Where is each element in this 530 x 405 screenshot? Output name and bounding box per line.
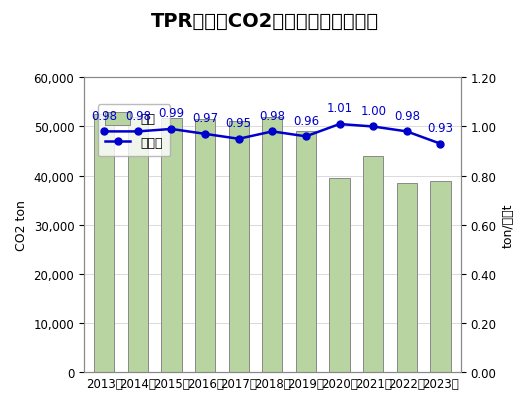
Bar [94,115,114,372]
Bar [296,132,316,372]
Y-axis label: CO2 ton: CO2 ton [15,200,28,251]
Text: 1.00: 1.00 [360,104,386,117]
Bar [397,183,417,372]
Text: 0.96: 0.96 [293,114,319,127]
Bar [430,181,450,372]
Text: 0.99: 0.99 [158,107,184,120]
Text: 1.01: 1.01 [326,102,352,115]
Bar [262,117,282,372]
Text: 0.98: 0.98 [125,109,151,122]
Bar [363,157,383,372]
Legend: 総量, 原単位: 総量, 原単位 [98,105,170,157]
Text: 0.98: 0.98 [394,109,420,122]
Text: 0.97: 0.97 [192,112,218,125]
Bar [161,118,182,372]
Bar [128,117,148,372]
Text: 0.98: 0.98 [91,109,117,122]
Bar [228,121,249,372]
Text: TPR工業のCO2排出量と原単位推移: TPR工業のCO2排出量と原単位推移 [151,12,379,31]
Bar [195,120,215,372]
Text: 0.98: 0.98 [259,109,285,122]
Text: 0.93: 0.93 [427,122,454,134]
Bar [330,179,350,372]
Y-axis label: ton/製品t: ton/製品t [502,203,515,247]
Text: 0.95: 0.95 [226,117,252,130]
